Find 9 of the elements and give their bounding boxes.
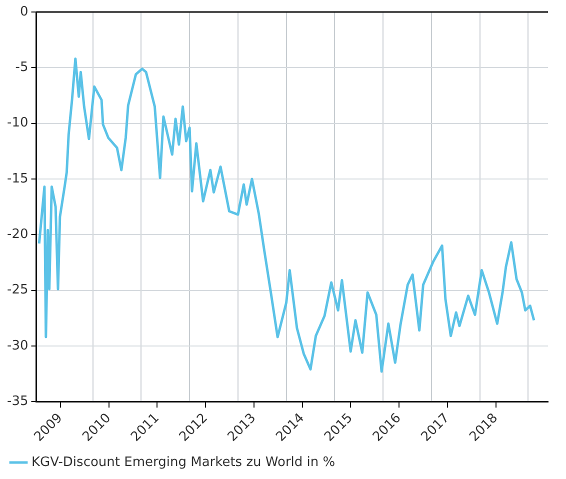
y-tick-label: -20: [7, 226, 28, 242]
y-tick-label: 0: [20, 4, 28, 20]
y-tick-label: -30: [7, 338, 28, 354]
legend-label: KGV-Discount Emerging Markets zu World in %: [32, 454, 336, 470]
y-tick-label: -15: [7, 171, 28, 186]
y-tick-label: -5: [15, 60, 28, 76]
y-tick-label: -25: [7, 282, 28, 298]
y-tick-label: -35: [7, 394, 28, 409]
y-tick-label: -10: [7, 116, 28, 131]
